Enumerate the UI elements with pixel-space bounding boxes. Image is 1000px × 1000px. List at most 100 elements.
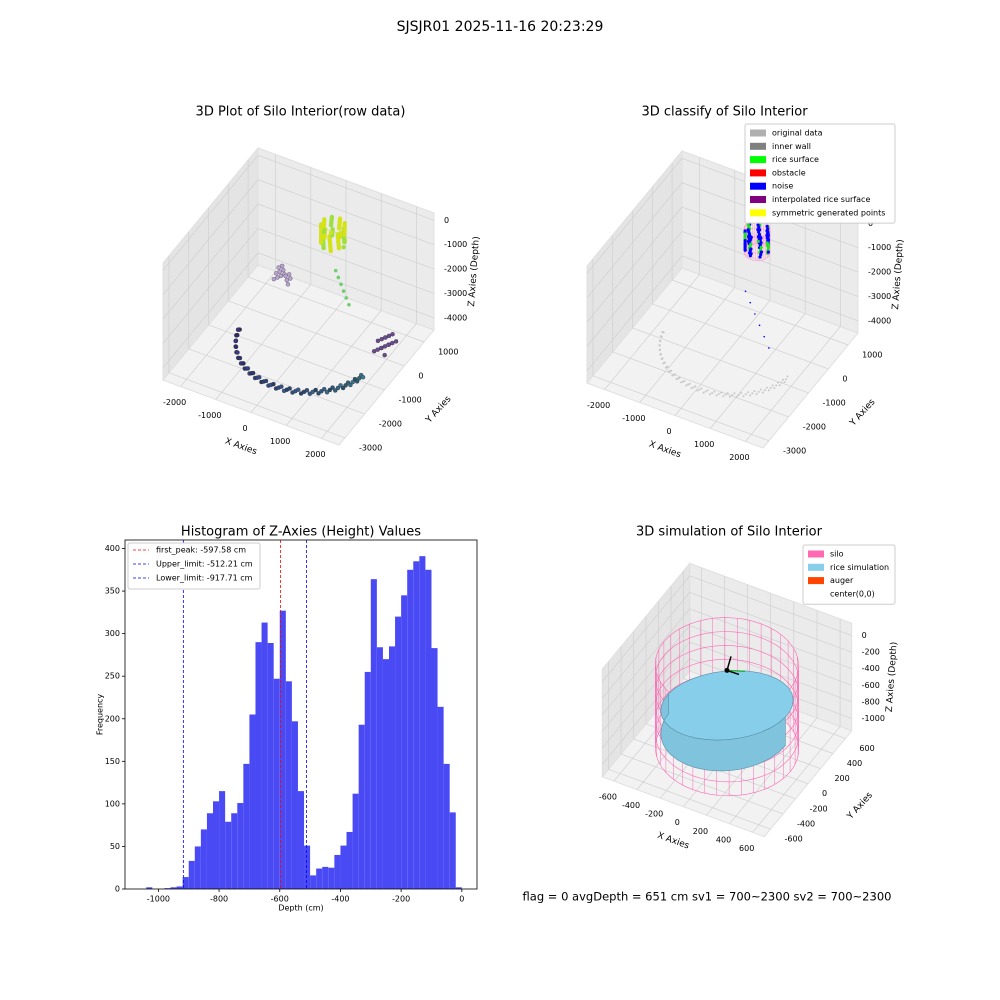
bar	[346, 831, 353, 889]
point	[354, 379, 360, 384]
point	[287, 386, 292, 391]
y-tick-label: 350	[105, 587, 120, 596]
point	[338, 383, 343, 388]
point	[278, 273, 284, 279]
grid-line	[745, 209, 841, 442]
point	[661, 330, 664, 333]
point	[285, 282, 291, 287]
y-tick-label: 150	[105, 757, 120, 766]
z-tick-label: 0	[444, 216, 449, 225]
y-tick-label: -3000	[359, 443, 382, 452]
point	[279, 263, 285, 269]
point	[722, 395, 725, 398]
legend-label: inner wall	[772, 142, 811, 151]
point	[683, 379, 686, 382]
grid-line	[651, 186, 829, 370]
legend-label: obstacle	[772, 168, 806, 177]
point	[737, 393, 740, 396]
point	[336, 246, 342, 251]
grid-line	[586, 255, 859, 372]
point	[390, 332, 395, 337]
point	[661, 357, 664, 360]
legend-swatch	[808, 550, 824, 558]
point	[257, 375, 262, 380]
plot-frame	[124, 539, 478, 890]
point	[304, 388, 310, 393]
legend-label: interpolated rice surface	[772, 195, 870, 204]
point	[658, 339, 661, 342]
point	[775, 384, 778, 387]
point	[276, 265, 281, 270]
z-axis-label: Z Axies (Depth)	[885, 641, 900, 712]
point	[700, 387, 703, 390]
grid-line	[752, 618, 841, 833]
legend-label: Upper_limit: -512.21 cm	[156, 560, 253, 569]
point	[321, 245, 326, 251]
x-tick-label: 0	[242, 424, 247, 433]
bar	[401, 595, 408, 889]
bar	[334, 854, 341, 889]
x-tick-label: -1000	[147, 895, 170, 904]
point	[686, 383, 689, 386]
x-tick-label: -400	[622, 801, 640, 810]
point	[234, 333, 239, 338]
bar	[370, 579, 377, 889]
z-tick-label: -4000	[444, 313, 467, 322]
point	[786, 375, 789, 378]
point	[749, 247, 753, 251]
point	[674, 373, 677, 376]
x-axis-label: X Axies	[647, 440, 682, 461]
z-tick-label: -200	[862, 648, 880, 657]
bar	[316, 868, 323, 889]
grid-line	[168, 255, 346, 439]
point	[321, 223, 327, 229]
grid-line	[729, 610, 818, 825]
y-tick-label: -400	[797, 819, 815, 828]
legend-swatch	[808, 563, 824, 571]
point	[245, 366, 251, 371]
point	[340, 385, 346, 391]
point	[743, 229, 747, 233]
y-tick-label: -3000	[783, 446, 806, 455]
y-tick-label: 250	[105, 672, 120, 681]
point	[758, 324, 761, 327]
y-tick-label: -2000	[379, 419, 402, 428]
point	[333, 388, 338, 393]
y-tick-label: 0	[842, 374, 847, 383]
grid-line	[602, 608, 852, 715]
point	[344, 296, 349, 300]
y-tick-label: 300	[105, 629, 120, 638]
x-tick-label: 0	[459, 895, 464, 904]
bar	[395, 616, 402, 889]
point	[318, 226, 324, 232]
point	[728, 395, 731, 398]
point	[375, 347, 380, 352]
point	[726, 392, 729, 395]
bar	[297, 791, 305, 889]
point	[659, 335, 662, 338]
x-tick-label: -200	[392, 895, 410, 904]
panel-title: Histogram of Z-Axies (Height) Values	[181, 525, 421, 540]
legend-label: Lower_limit: -917.71 cm	[156, 574, 253, 583]
bar	[291, 721, 298, 889]
point	[706, 389, 709, 392]
point	[746, 234, 751, 239]
x-tick-label: 1000	[694, 440, 714, 449]
legend-swatch	[750, 209, 766, 217]
point	[783, 381, 786, 384]
point	[336, 226, 342, 231]
bar	[352, 793, 359, 889]
bar	[419, 556, 426, 889]
point	[759, 250, 764, 254]
y-tick-label: 1000	[438, 347, 458, 356]
y-tick-label: -1000	[823, 398, 846, 407]
z-tick-label: -3000	[868, 292, 891, 301]
point	[704, 390, 707, 393]
grid-line	[162, 179, 435, 295]
point	[342, 239, 347, 245]
point	[286, 272, 292, 277]
point	[744, 290, 747, 293]
point	[743, 232, 747, 236]
bar	[255, 642, 262, 889]
